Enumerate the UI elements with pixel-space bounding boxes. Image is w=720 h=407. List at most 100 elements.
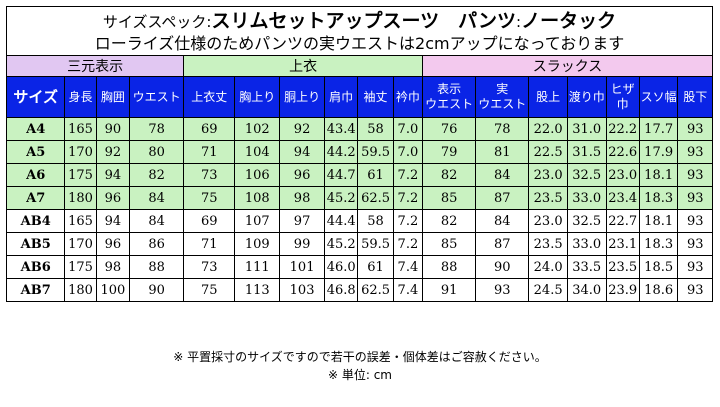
table-cell: 84 xyxy=(475,209,530,233)
table-cell: 106 xyxy=(234,163,281,187)
title-box: サイズスペック:スリムセットアップスーツ パンツ:ノータック ローライズ仕様のた… xyxy=(6,6,713,55)
table-cell: 109 xyxy=(234,232,281,256)
table-row: AB6 175 98 88 73 111 101 46.0 61 7.4 88 90 24.0 33.5 2… xyxy=(5,255,713,279)
title-prefix: サイズスペック: xyxy=(102,13,212,31)
table-row: AB7 180 100 90 75 113 103 46.8 62.5 7.4 91 93 24.5 34… xyxy=(5,278,713,302)
table-cell: 45.2 xyxy=(323,232,359,256)
table-cell: 93 xyxy=(677,209,713,233)
title-line: サイズスペック:スリムセットアップスーツ パンツ:ノータック xyxy=(7,9,712,34)
column-header: スソ幅 xyxy=(638,76,679,118)
table-cell: 85 xyxy=(421,186,477,210)
table-cell: 96 xyxy=(279,163,325,187)
table-row: AB5 170 96 86 71 109 99 45.2 59.5 7.2 85 87 23.5 33.0… xyxy=(5,232,713,256)
table-cell: 175 xyxy=(64,163,97,187)
group-slacks: スラックス xyxy=(422,55,713,77)
notes: ※ 平置採寸のサイズですので若干の誤差・個体差はご容赦ください。 ※ 単位: c… xyxy=(0,348,720,384)
size-cell: A4 xyxy=(5,117,66,141)
table-cell: 93 xyxy=(677,140,713,164)
table-cell: 31.5 xyxy=(566,140,607,164)
table-cell: 33.0 xyxy=(566,232,607,256)
column-header: 実ウエスト xyxy=(475,76,530,118)
table-cell: 88 xyxy=(421,255,477,279)
table-cell: 92 xyxy=(95,140,131,164)
table-cell: 71 xyxy=(183,140,236,164)
size-cell: AB5 xyxy=(5,232,66,256)
table-cell: 92 xyxy=(279,117,325,141)
table-cell: 93 xyxy=(475,278,530,302)
table-cell: 80 xyxy=(129,140,185,164)
size-spec-panel: サイズスペック:スリムセットアップスーツ パンツ:ノータック ローライズ仕様のた… xyxy=(5,6,713,302)
table-cell: 31.0 xyxy=(566,117,607,141)
table-cell: 78 xyxy=(475,117,530,141)
table-cell: 82 xyxy=(421,209,477,233)
table-cell: 175 xyxy=(64,255,97,279)
column-header: 胸上り xyxy=(234,76,281,118)
table-cell: 102 xyxy=(234,117,281,141)
column-header: 袖丈 xyxy=(357,76,394,118)
table-cell: 90 xyxy=(475,255,530,279)
column-header: 上衣丈 xyxy=(183,76,236,118)
product-name: スリムセットアップスーツ パンツ xyxy=(211,10,517,32)
table-cell: 94 xyxy=(279,140,325,164)
table-cell: 32.5 xyxy=(566,209,607,233)
column-header: 身長 xyxy=(64,76,97,118)
table-cell: 46.0 xyxy=(323,255,359,279)
table-cell: 23.5 xyxy=(528,232,568,256)
note-measurement: ※ 平置採寸のサイズですので若干の誤差・個体差はご容赦ください。 xyxy=(173,350,547,364)
table-cell: 18.3 xyxy=(638,186,679,210)
table-cell: 7.0 xyxy=(392,140,424,164)
table-cell: 99 xyxy=(279,232,325,256)
table-cell: 44.7 xyxy=(323,163,359,187)
table-cell: 23.0 xyxy=(528,163,568,187)
size-cell: AB4 xyxy=(5,209,66,233)
table-cell: 96 xyxy=(95,232,131,256)
column-header-row: サイズ 身長 胸囲 ウエスト 上衣丈 胸上り 胴上り 肩巾 袖丈 衿巾 表示 ウエスト実ウエスト 股上渡… xyxy=(5,76,713,118)
table-cell: 75 xyxy=(183,278,236,302)
table-cell: 43.4 xyxy=(323,117,359,141)
table-cell: 170 xyxy=(64,140,97,164)
column-header: ウエスト xyxy=(129,76,185,118)
table-cell: 34.0 xyxy=(566,278,607,302)
size-cell: A7 xyxy=(5,186,66,210)
column-header: 肩巾 xyxy=(323,76,359,118)
table-cell: 93 xyxy=(677,255,713,279)
size-cell: A5 xyxy=(5,140,66,164)
table-cell: 108 xyxy=(234,186,281,210)
table-cell: 84 xyxy=(475,163,530,187)
column-header: ヒザ巾 xyxy=(605,76,640,118)
table-cell: 111 xyxy=(234,255,281,279)
table-cell: 17.7 xyxy=(638,117,679,141)
table-cell: 104 xyxy=(234,140,281,164)
table-cell: 103 xyxy=(279,278,325,302)
table-cell: 24.5 xyxy=(528,278,568,302)
table-cell: 100 xyxy=(95,278,131,302)
table-cell: 78 xyxy=(129,117,185,141)
table-cell: 45.2 xyxy=(323,186,359,210)
table-cell: 93 xyxy=(677,163,713,187)
table-cell: 7.2 xyxy=(392,186,424,210)
size-cell: AB7 xyxy=(5,278,66,302)
table-cell: 23.9 xyxy=(605,278,640,302)
table-cell: 76 xyxy=(421,117,477,141)
table-cell: 98 xyxy=(95,255,131,279)
table-cell: 23.5 xyxy=(605,255,640,279)
table-row: A5 170 92 80 71 104 94 44.2 59.5 7.0 79 81 22.5 31.5 2… xyxy=(5,140,713,164)
table-cell: 61 xyxy=(357,163,394,187)
table-row: A7 180 96 84 75 108 98 45.2 62.5 7.2 85 87 23.5 33.0 2… xyxy=(5,186,713,210)
table-cell: 90 xyxy=(95,117,131,141)
table-cell: 23.0 xyxy=(605,163,640,187)
table-row: A4 165 90 78 69 102 92 43.4 58 7.0 76 78 22.0 31.0 22.… xyxy=(5,117,713,141)
size-cell: A6 xyxy=(5,163,66,187)
table-cell: 82 xyxy=(129,163,185,187)
table-cell: 101 xyxy=(279,255,325,279)
table-cell: 87 xyxy=(475,186,530,210)
table-cell: 24.0 xyxy=(528,255,568,279)
table-cell: 165 xyxy=(64,117,97,141)
column-header: 衿巾 xyxy=(392,76,424,118)
table-cell: 7.0 xyxy=(392,117,424,141)
table-cell: 59.5 xyxy=(357,140,394,164)
column-header: 胴上り xyxy=(279,76,325,118)
table-cell: 88 xyxy=(129,255,185,279)
table-cell: 18.5 xyxy=(638,255,679,279)
subtitle: ローライズ仕様のためパンツの実ウエストは2cmアップになっております xyxy=(94,34,625,53)
